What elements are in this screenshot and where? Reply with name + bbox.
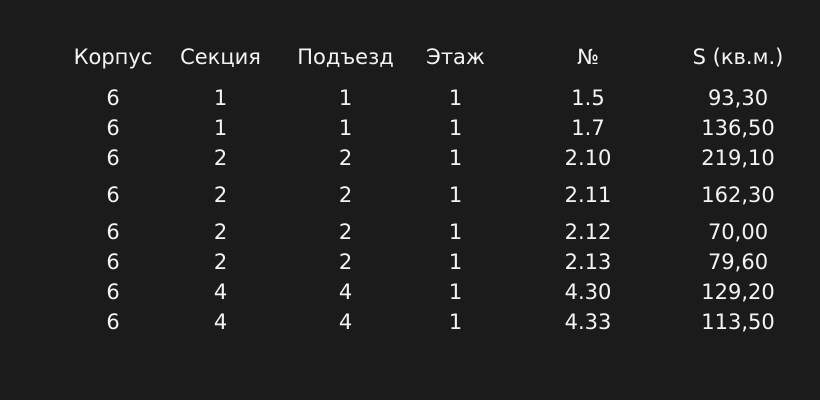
table-row: 6 2 2 1 2.10 219,10	[58, 143, 793, 173]
table-cell: 1	[213, 85, 228, 110]
table-cell: 6	[106, 145, 120, 170]
table-cell: 4.33	[564, 309, 612, 334]
table-cell: 136,50	[701, 115, 775, 140]
table-cell: 1	[448, 249, 463, 274]
table-cell: 1	[448, 115, 463, 140]
table-row: 6 2 2 1 2.13 79,60	[58, 247, 793, 277]
table-cell: 1	[448, 85, 463, 110]
table-row: 6 4 4 1 4.30 129,20	[58, 277, 793, 307]
table-cell: 6	[106, 249, 120, 274]
column-header: S (кв.м.)	[692, 44, 784, 69]
table-cell: 2	[338, 182, 353, 207]
table-cell: 6	[106, 115, 120, 140]
table-cell: 6	[106, 182, 120, 207]
table-cell: 1	[338, 115, 353, 140]
table-cell: 2.10	[564, 145, 612, 170]
table-cell: 113,50	[701, 309, 775, 334]
table-cell: 2.11	[564, 182, 612, 207]
table-row: 6 2 2 1 2.11 162,30	[58, 180, 793, 210]
table-cell: 2	[213, 145, 228, 170]
table-cell: 4	[213, 279, 228, 304]
table-cell: 6	[106, 309, 120, 334]
table-cell: 1	[448, 219, 463, 244]
table-cell: 1	[448, 182, 463, 207]
table-row: 6 2 2 1 2.12 70,00	[58, 217, 793, 247]
column-header: Подъезд	[297, 44, 394, 69]
apartments-table: Корпус Секция Подъезд Этаж № S (кв.м.) 6 1 1 1 1.5…	[58, 42, 793, 337]
table-cell: 6	[106, 279, 120, 304]
column-header: №	[577, 44, 599, 69]
table-cell: 2.13	[564, 249, 612, 274]
table-cell: 2	[213, 219, 228, 244]
table-cell: 4	[338, 309, 353, 334]
table-cell: 93,30	[707, 85, 769, 110]
table-cell: 2	[338, 145, 353, 170]
table-row: 6 1 1 1 1.5 93,30	[58, 83, 793, 113]
table-cell: 4	[213, 309, 228, 334]
table-cell: 2	[213, 182, 228, 207]
table-cell: 1.5	[571, 85, 605, 110]
table-cell: 2	[338, 219, 353, 244]
table-cell: 2.12	[564, 219, 612, 244]
table-cell: 4.30	[564, 279, 612, 304]
table-cell: 70,00	[707, 219, 769, 244]
table-header-row: Корпус Секция Подъезд Этаж № S (кв.м.)	[58, 42, 793, 72]
table-cell: 1	[338, 85, 353, 110]
column-header: Этаж	[426, 44, 485, 69]
table-cell: 219,10	[701, 145, 775, 170]
table-cell: 2	[338, 249, 353, 274]
table-cell: 1	[448, 309, 463, 334]
table-cell: 1.7	[571, 115, 605, 140]
table-cell: 1	[448, 279, 463, 304]
table-cell: 129,20	[701, 279, 775, 304]
table-cell: 1	[448, 145, 463, 170]
table-cell: 162,30	[701, 182, 775, 207]
table-row: 6 4 4 1 4.33 113,50	[58, 307, 793, 337]
table-cell: 6	[106, 85, 120, 110]
column-header: Корпус	[73, 44, 153, 69]
table-row: 6 1 1 1 1.7 136,50	[58, 113, 793, 143]
table-cell: 79,60	[707, 249, 769, 274]
table-cell: 2	[213, 249, 228, 274]
table-cell: 4	[338, 279, 353, 304]
column-header: Секция	[180, 44, 261, 69]
table-cell: 6	[106, 219, 120, 244]
table-cell: 1	[213, 115, 228, 140]
